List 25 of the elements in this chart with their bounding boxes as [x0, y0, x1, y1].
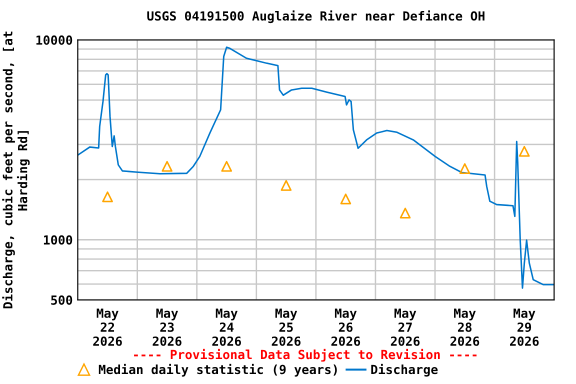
point: [280, 180, 292, 191]
legend-label: Median daily statistic (9 years): [98, 364, 337, 377]
y-axis-title: Discharge, cubic feet per second, [at Harding Rd]: [2, 32, 30, 308]
x-tick-label: May 28 2026: [450, 308, 480, 346]
point: [221, 160, 232, 172]
point: [102, 191, 113, 202]
chart-title: USGS 04191500 Auglaize River near Defiance OH: [147, 10, 484, 24]
x-tick-label: May 25 2026: [272, 308, 301, 346]
y-tick-label: 1000: [44, 235, 72, 245]
x-tick-label: May 26 2026: [331, 308, 360, 346]
point: [400, 208, 411, 218]
legend-label: Discharge: [371, 364, 438, 377]
x-tick-label: May 29 2026: [510, 308, 539, 346]
x-tick-label: May 24 2026: [212, 308, 241, 346]
text: ---- Provisional Data Subject to Revision ----: [134, 348, 477, 362]
y-tick-label: 500: [51, 295, 72, 305]
point: [162, 160, 172, 172]
point: [518, 146, 530, 157]
point: [340, 194, 352, 204]
x-tick-label: May 27 2026: [390, 308, 420, 346]
line-series: [78, 46, 554, 289]
x-tick-label: May 23 2026: [152, 308, 182, 346]
y-tick-label: 10000: [36, 35, 72, 45]
x-tick-label: May 22 2026: [93, 308, 122, 346]
point: [459, 163, 470, 174]
